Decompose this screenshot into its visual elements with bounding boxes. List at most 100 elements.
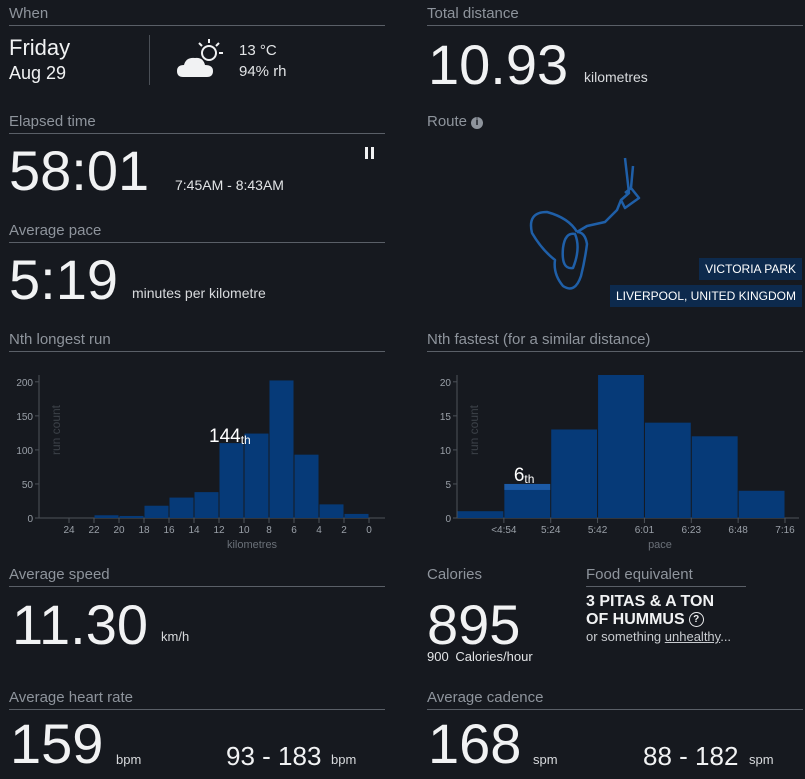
x-tick-label: 7:16 xyxy=(775,525,795,536)
bar xyxy=(294,454,319,518)
bar xyxy=(644,422,691,518)
y-tick-label: 20 xyxy=(440,378,452,389)
heart-rate-value: 159 xyxy=(10,712,104,775)
x-tick-label: 4 xyxy=(316,525,322,536)
y-tick-label: 0 xyxy=(445,514,451,525)
nth-longest-panel: Nth longest run 0 50 100 150 200 run count 24 2… xyxy=(9,331,385,556)
calories-rate-value: 900 xyxy=(427,649,449,664)
x-tick-label: 8 xyxy=(266,525,272,536)
cadence-unit: spm xyxy=(533,752,558,767)
calories-header: Calories xyxy=(427,566,483,583)
cadence-value: 168 xyxy=(428,712,522,775)
x-tick-label: <4:54 xyxy=(491,525,517,536)
x-tick-label: 16 xyxy=(163,525,175,536)
x-tick-label: 6:01 xyxy=(635,525,655,536)
food-line1: 3 PITAS & A TON xyxy=(586,593,715,610)
speed-panel: Average speed 11.30 km/h xyxy=(9,566,385,666)
bar xyxy=(269,380,294,518)
bar xyxy=(319,504,344,518)
distance-header: Total distance xyxy=(427,5,803,26)
distance-panel: Total distance 10.93 kilometres xyxy=(427,5,803,95)
speed-header: Average speed xyxy=(9,566,385,587)
x-tick-label: 10 xyxy=(238,525,250,536)
y-tick-label: 5 xyxy=(445,480,451,491)
route-title: Route xyxy=(427,113,468,130)
pace-panel: Average pace 5:19 minutes per kilometre xyxy=(9,222,385,312)
bar xyxy=(244,433,269,518)
bar xyxy=(598,375,644,518)
partly-cloudy-icon xyxy=(177,39,223,77)
pace-header: Average pace xyxy=(9,222,385,243)
heart-rate-panel: Average heart rate 159 bpm 93 - 183 bpm xyxy=(9,689,385,779)
x-tick-label: 6:23 xyxy=(682,525,702,536)
x-tick-label: 12 xyxy=(213,525,225,536)
rank-label: 6th xyxy=(514,465,535,486)
x-tick-label: 5:24 xyxy=(541,525,561,536)
bar xyxy=(219,443,244,518)
x-tick-label: 6:48 xyxy=(728,525,748,536)
food-line2: OF HUMMUS xyxy=(586,611,685,628)
y-tick-label: 150 xyxy=(16,412,33,423)
y-tick-label: 15 xyxy=(440,412,452,423)
food-line2-wrap: OF HUMMUS? xyxy=(586,611,704,629)
elapsed-panel: Elapsed time 58:01 7:45AM - 8:43AM xyxy=(9,113,385,203)
info-icon[interactable]: i xyxy=(471,117,484,129)
cadence-header: Average cadence xyxy=(427,689,803,710)
speed-unit: km/h xyxy=(161,629,190,644)
bar xyxy=(344,513,369,518)
cadence-panel: Average cadence 168 spm 88 - 182 spm xyxy=(427,689,803,779)
when-panel: When Friday Aug 29 13 °C 94% rh xyxy=(9,5,385,95)
calories-rate-unit: Calories/hour xyxy=(455,649,533,664)
route-map xyxy=(529,157,641,290)
humidity-label: 94% rh xyxy=(239,63,287,80)
when-divider xyxy=(149,35,150,85)
food-panel: Food equivalent 3 PITAS & A TON OF HUMMU… xyxy=(586,566,746,666)
y-axis-label: run count xyxy=(467,404,481,455)
y-axis-label: run count xyxy=(49,404,63,455)
x-tick-label: 20 xyxy=(113,525,125,536)
cadence-range-unit: spm xyxy=(749,752,774,767)
food-sub-suffix: ... xyxy=(720,629,732,644)
x-tick-label: 6 xyxy=(291,525,297,536)
food-sub: or something unhealthy... xyxy=(586,629,731,644)
nth-longest-header: Nth longest run xyxy=(9,331,385,352)
bar xyxy=(94,515,119,518)
bar xyxy=(119,515,144,518)
route-location-park: VICTORIA PARK xyxy=(699,258,802,280)
route-panel: Route i VICTORIA PARK LIVERPOOL, UNITED K… xyxy=(427,113,803,313)
heart-rate-header: Average heart rate xyxy=(9,689,385,710)
speed-value: 11.30 xyxy=(12,593,148,656)
heart-rate-range-unit: bpm xyxy=(331,752,357,767)
calories-panel: Calories 895 900 Calories/hour xyxy=(427,566,577,666)
y-tick-label: 100 xyxy=(16,446,33,457)
day-label: Friday xyxy=(9,35,71,60)
x-tick-label: 22 xyxy=(88,525,100,536)
bar xyxy=(457,511,504,518)
elapsed-header: Elapsed time xyxy=(9,113,385,134)
x-tick-label: 18 xyxy=(138,525,150,536)
x-tick-label: 5:42 xyxy=(588,525,608,536)
pace-unit: minutes per kilometre xyxy=(132,285,266,301)
y-tick-label: 10 xyxy=(440,446,452,457)
heart-rate-unit: bpm xyxy=(116,752,142,767)
x-tick-label: 0 xyxy=(366,525,372,536)
highlight-bar-segment xyxy=(504,483,551,490)
unhealthy-link[interactable]: unhealthy xyxy=(664,629,721,644)
route-location-city: LIVERPOOL, UNITED KINGDOM xyxy=(609,285,802,307)
heart-rate-range: 93 - 183 xyxy=(226,741,322,771)
y-tick-label: 200 xyxy=(16,378,33,389)
pause-icon[interactable] xyxy=(364,147,376,160)
x-tick-label: 2 xyxy=(341,525,347,536)
distance-unit: kilometres xyxy=(584,69,648,85)
route-header: Route i xyxy=(427,113,803,133)
x-tick-label: 24 xyxy=(63,525,75,536)
nth-fastest-header: Nth fastest (for a similar distance) xyxy=(427,331,803,352)
distance-value: 10.93 xyxy=(428,33,569,96)
question-icon[interactable]: ? xyxy=(688,612,704,627)
bar xyxy=(169,497,194,518)
food-sub-prefix: or something xyxy=(586,629,662,644)
nth-fastest-panel: Nth fastest (for a similar distance) 0 5 1… xyxy=(427,331,803,556)
y-tick-label: 0 xyxy=(27,514,33,525)
pace-value: 5:19 xyxy=(9,248,118,311)
